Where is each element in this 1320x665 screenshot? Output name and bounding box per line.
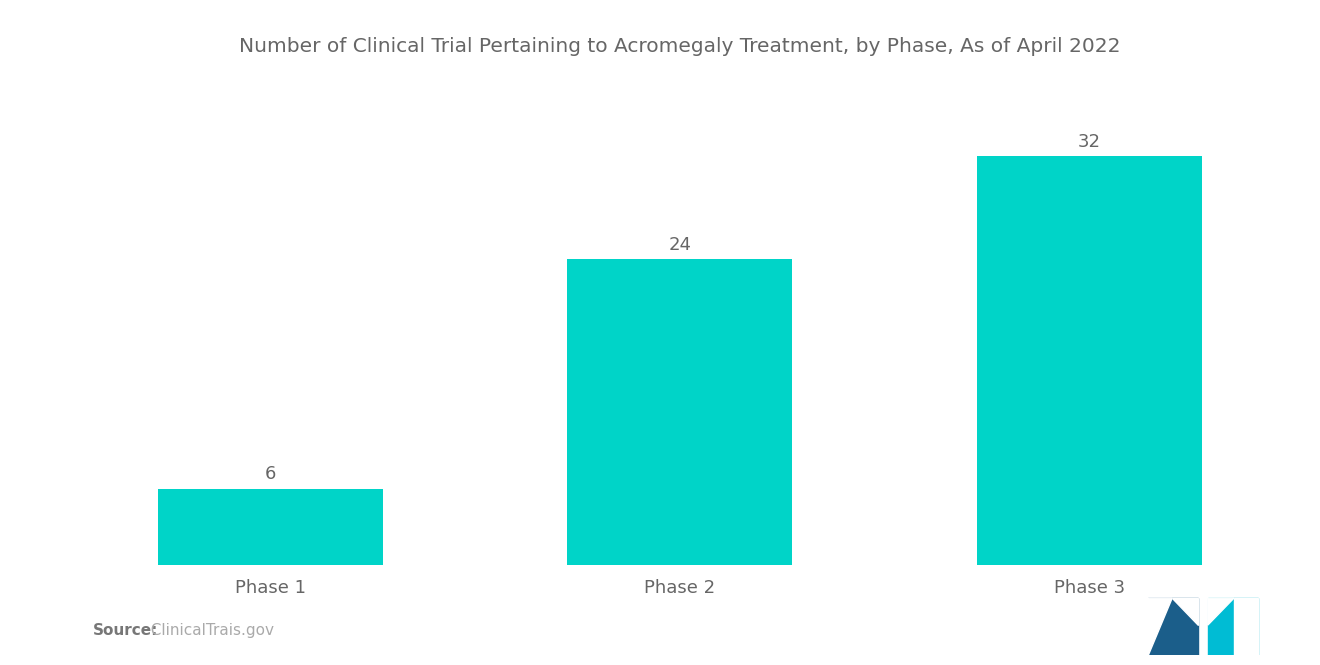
Text: Source:: Source: [92, 623, 158, 638]
Polygon shape [1148, 598, 1172, 655]
Polygon shape [1208, 598, 1234, 625]
Bar [1208, 598, 1258, 655]
Polygon shape [1234, 598, 1258, 655]
Polygon shape [1172, 598, 1199, 625]
Title: Number of Clinical Trial Pertaining to Acromegaly Treatment, by Phase, As of Apr: Number of Clinical Trial Pertaining to A… [239, 37, 1121, 56]
Text: 24: 24 [668, 235, 692, 253]
Bar [568, 259, 792, 565]
Bar [158, 489, 383, 565]
Bar [977, 156, 1201, 565]
Text: 6: 6 [265, 465, 276, 483]
Text: 32: 32 [1077, 134, 1101, 152]
Bar [1148, 598, 1199, 655]
Text: ClinicalTrais.gov: ClinicalTrais.gov [141, 623, 275, 638]
